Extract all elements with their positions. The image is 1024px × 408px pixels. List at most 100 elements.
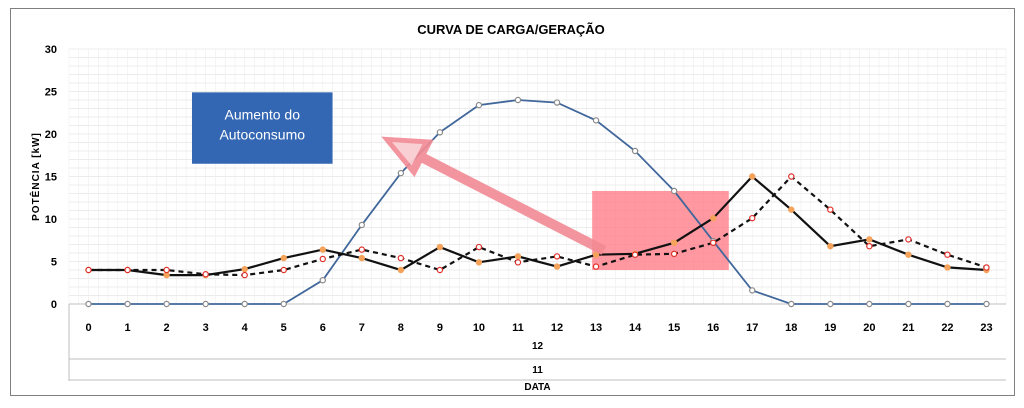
- x-tick-label: 3: [203, 322, 209, 334]
- data-point: [827, 206, 834, 213]
- category-level-1: 12: [532, 341, 544, 352]
- data-point: [241, 265, 248, 273]
- annotation-text: Aumento do: [225, 106, 301, 122]
- x-tick-label: 17: [746, 322, 758, 334]
- annotation-text: Autoconsumo: [219, 126, 305, 142]
- x-tick-label: 23: [980, 322, 992, 334]
- data-point: [592, 251, 600, 258]
- data-point: [163, 300, 170, 308]
- data-point: [436, 243, 444, 251]
- data-point: [397, 169, 405, 177]
- data-point: [475, 243, 483, 251]
- data-point: [241, 271, 248, 279]
- x-tick-label: 10: [473, 322, 485, 334]
- data-point: [124, 300, 131, 308]
- series-line: [88, 99, 987, 305]
- data-point: [358, 221, 366, 229]
- data-point: [319, 246, 326, 253]
- chart-frame: 0 5 10 15 20 25 30 0 1 2 3 4 5 6 7 8 9 10 11 12 13 14 15 16 17 18…: [10, 8, 1015, 396]
- grid: [68, 48, 1007, 305]
- data-point: [358, 254, 366, 262]
- x-tick-label: 21: [902, 322, 914, 334]
- y-tick-label: 10: [45, 214, 57, 226]
- x-tick-label: 8: [398, 322, 404, 334]
- data-point: [436, 266, 444, 274]
- data-point: [553, 263, 561, 270]
- x-tick-label: 0: [85, 322, 91, 334]
- x-tick-label: 2: [164, 322, 170, 334]
- x-tick-label: 13: [590, 322, 602, 334]
- x-tick-label: 14: [629, 322, 642, 334]
- y-axis-label: POTÊNCIA [kW]: [29, 132, 42, 221]
- x-tick-label: 9: [437, 322, 443, 334]
- data-point: [280, 300, 287, 308]
- data-point: [905, 251, 912, 258]
- data-point: [436, 129, 444, 136]
- data-point: [514, 259, 522, 266]
- y-tick-label: 0: [51, 299, 57, 311]
- series-line: [88, 174, 987, 277]
- data-point: [475, 259, 483, 266]
- data-point: [592, 263, 600, 270]
- data-point: [749, 173, 756, 180]
- annotation-box-bg: [191, 92, 333, 164]
- data-point: [827, 300, 834, 308]
- series-layer: [85, 96, 990, 308]
- data-point: [944, 251, 951, 258]
- y-tick-label: 30: [45, 44, 57, 56]
- x-tick-label: 16: [707, 322, 719, 334]
- highlight-region: [592, 190, 729, 270]
- data-point: [514, 253, 522, 260]
- category-level-2: 11: [532, 365, 543, 376]
- data-point: [202, 300, 209, 308]
- data-point: [358, 246, 366, 253]
- series-0: [85, 96, 990, 308]
- data-point: [905, 236, 912, 243]
- data-point: [475, 101, 483, 109]
- annotation-arrow: [381, 136, 607, 255]
- data-point: [319, 277, 326, 284]
- y-tick-label: 5: [51, 257, 57, 269]
- data-point: [788, 300, 795, 308]
- data-point: [397, 254, 405, 262]
- data-point: [749, 214, 756, 222]
- x-axis-label: DATA: [524, 382, 550, 393]
- data-point: [280, 254, 287, 262]
- arrow-shape: [381, 136, 607, 255]
- arrow-head-inner: [392, 142, 423, 166]
- data-point: [670, 250, 678, 258]
- data-point: [631, 147, 639, 155]
- data-point: [944, 300, 951, 308]
- data-point: [163, 266, 170, 274]
- chart-title: CURVA DE CARGA/GERAÇÃO: [417, 22, 605, 37]
- data-point: [788, 173, 795, 180]
- data-point: [202, 271, 209, 278]
- data-point: [124, 266, 131, 274]
- data-point: [553, 99, 561, 106]
- series-2: [85, 173, 990, 279]
- data-point: [866, 236, 873, 243]
- data-point: [85, 300, 92, 308]
- data-point: [85, 266, 92, 274]
- data-point: [866, 300, 873, 308]
- data-point: [592, 117, 600, 124]
- x-tick-label: 20: [863, 322, 875, 334]
- x-tick-label: 5: [281, 322, 287, 334]
- x-tick-label: 12: [551, 322, 563, 334]
- data-point: [280, 266, 287, 274]
- data-point: [553, 253, 561, 260]
- data-point: [670, 187, 678, 195]
- data-point: [397, 266, 405, 274]
- annotation-box: Aumento do Autoconsumo: [191, 92, 333, 164]
- data-point: [241, 300, 248, 308]
- data-point: [670, 239, 678, 246]
- data-point: [319, 255, 326, 263]
- data-point: [983, 264, 990, 271]
- y-tick-label: 20: [45, 129, 57, 141]
- x-tick-label: 15: [668, 322, 680, 334]
- x-tick-label: 22: [941, 322, 953, 334]
- data-point: [905, 300, 912, 308]
- data-point: [788, 206, 795, 213]
